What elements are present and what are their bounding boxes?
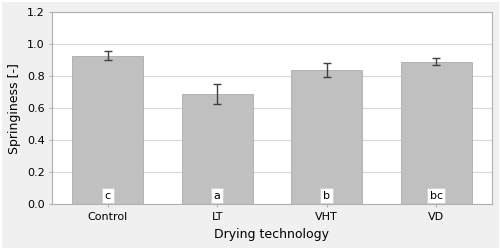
Y-axis label: Springiness [-]: Springiness [-] [8,63,22,154]
Bar [400,62,471,204]
Bar [182,94,253,204]
Bar [291,70,362,204]
Text: c: c [105,191,111,201]
Bar [72,56,144,204]
Text: a: a [214,191,220,201]
X-axis label: Drying technology: Drying technology [214,228,330,241]
Text: b: b [323,191,330,201]
Text: bc: bc [430,191,442,201]
